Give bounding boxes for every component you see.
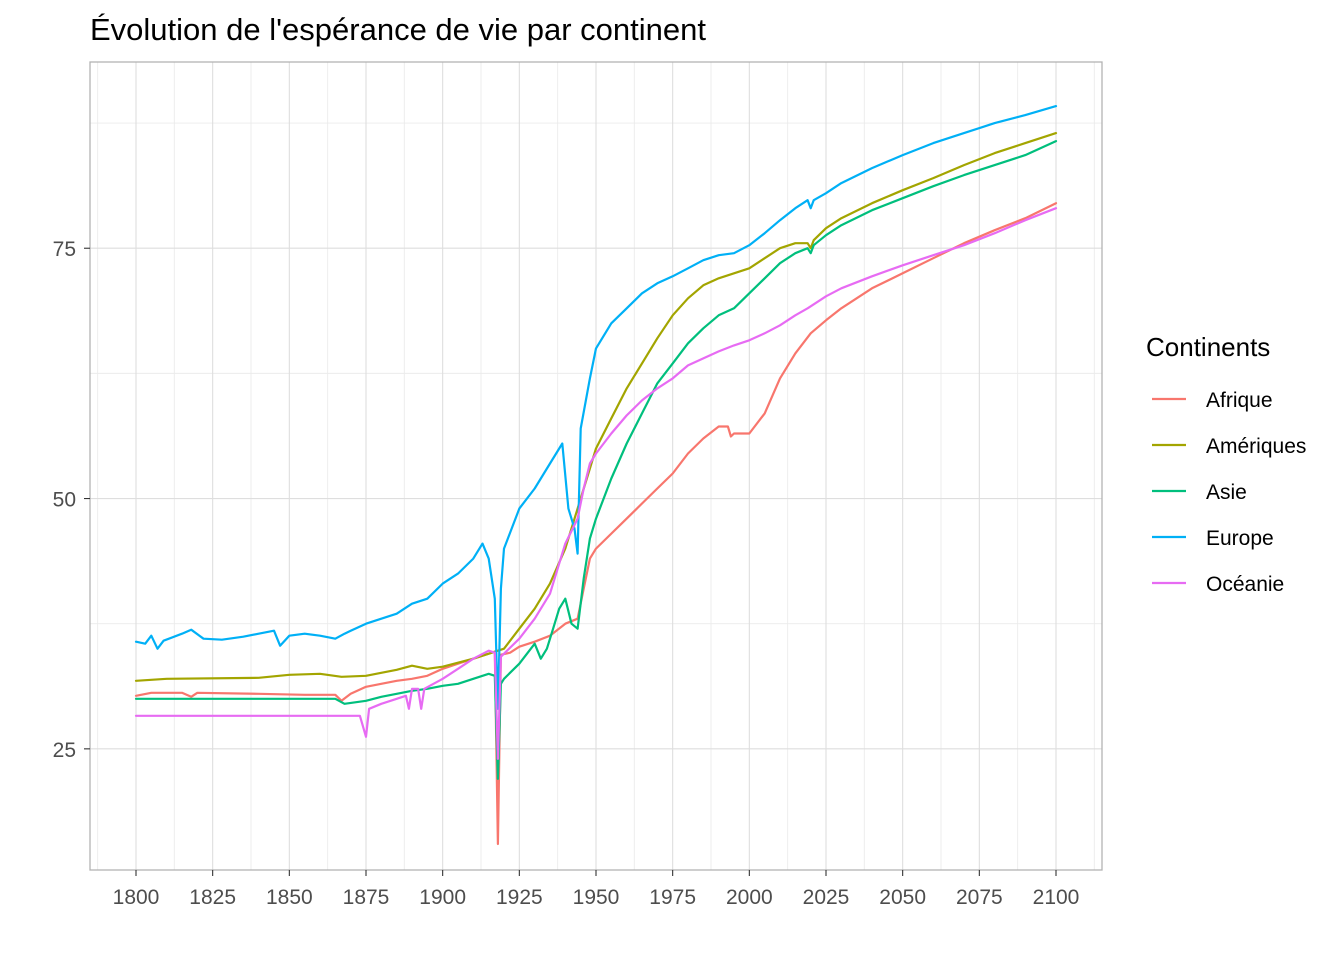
y-tick-label: 75 (53, 238, 76, 261)
legend-title: Continents (1146, 332, 1270, 362)
x-tick-label: 2025 (803, 886, 850, 909)
x-tick-label: 2075 (956, 886, 1003, 909)
x-tick-label: 1950 (573, 886, 620, 909)
series-line-amériques (134, 132, 1058, 682)
x-tick-label: 1975 (649, 886, 696, 909)
legend-label: Europe (1206, 527, 1274, 550)
legend-items: Afrique Amériques Asie Europe Océanie (1152, 389, 1306, 596)
x-tick-label: 1825 (189, 886, 236, 909)
grid-major (90, 62, 1102, 870)
legend-label: Amériques (1206, 435, 1306, 458)
series-line-europe (134, 104, 1058, 710)
x-tick-label: 2000 (726, 886, 773, 909)
x-tick-label: 1900 (419, 886, 466, 909)
series-line-asie (134, 140, 1058, 781)
series-line-océanie (134, 207, 1058, 761)
x-tick-label: 2050 (879, 886, 926, 909)
legend: Continents Afrique Amériques Asie Europe Océ… (1146, 332, 1306, 596)
y-axis: 25 50 75 (53, 238, 90, 762)
x-tick-label: 1875 (343, 886, 390, 909)
y-tick-label: 50 (53, 489, 76, 512)
legend-label: Asie (1206, 481, 1247, 504)
x-tick-label: 1800 (113, 886, 160, 909)
chart-title: Évolution de l'espérance de vie par cont… (90, 12, 706, 47)
legend-label: Océanie (1206, 573, 1284, 596)
legend-label: Afrique (1206, 389, 1273, 412)
x-tick-label: 1925 (496, 886, 543, 909)
x-tick-label: 1850 (266, 886, 313, 909)
x-tick-label: 2100 (1033, 886, 1080, 909)
series-lines (134, 104, 1058, 846)
x-axis: 1800 1825 1850 1875 1900 1925 1950 1975 2000 2025… (113, 870, 1080, 909)
y-tick-label: 25 (53, 739, 76, 762)
